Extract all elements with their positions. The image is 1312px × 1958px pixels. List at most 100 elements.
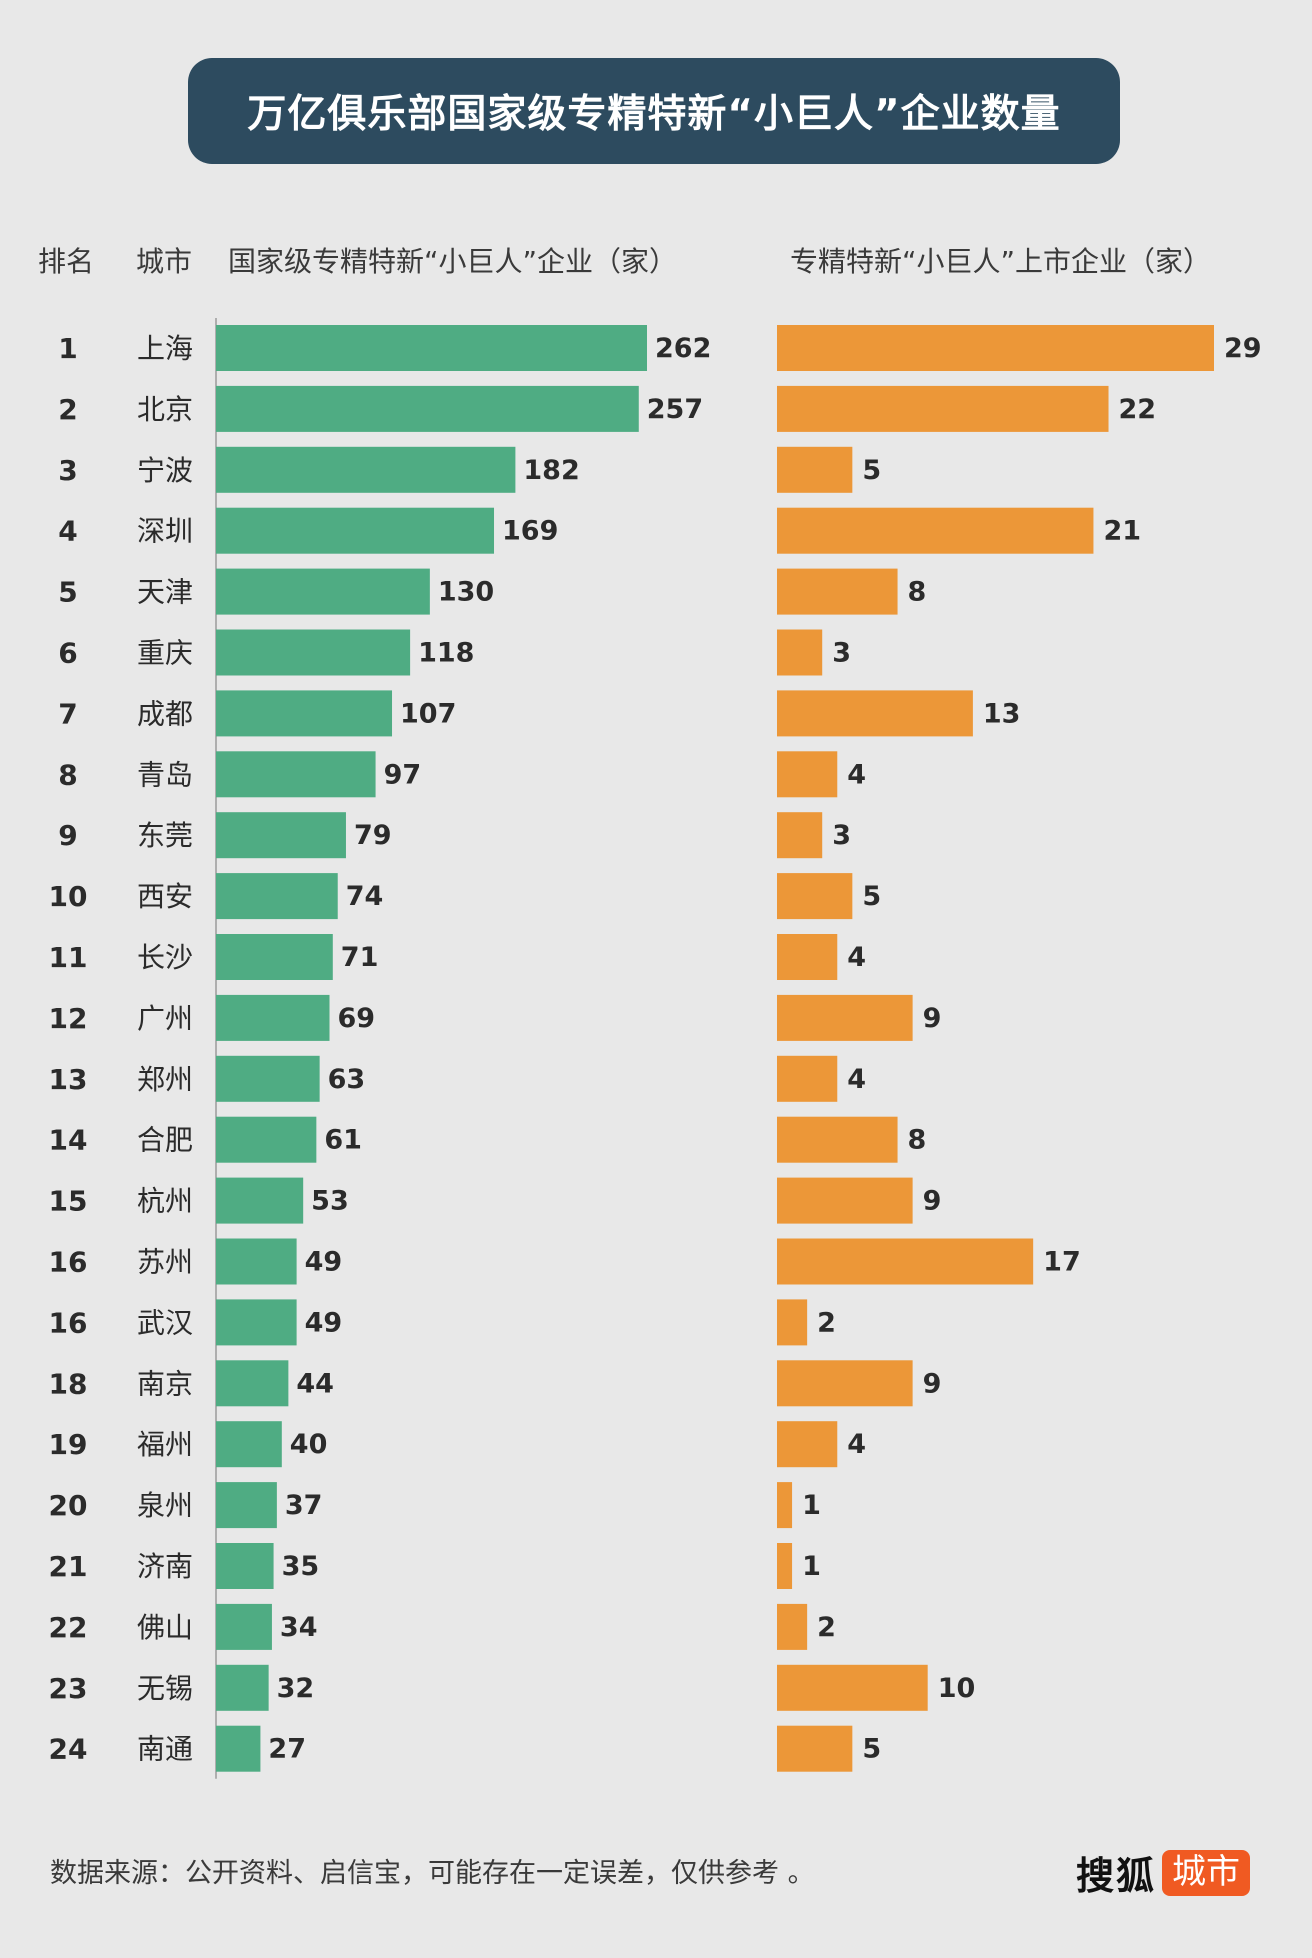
listed-value-label: 2 [817, 1612, 836, 1643]
rank-label: 19 [49, 1428, 88, 1461]
rank-label: 20 [49, 1489, 88, 1522]
listed-value-label: 4 [847, 942, 866, 973]
national-bar [216, 1360, 289, 1407]
listed-bar [777, 751, 838, 798]
national-bar [216, 1482, 277, 1529]
city-label: 西安 [137, 880, 193, 913]
national-bar [216, 1725, 261, 1772]
listed-bar [777, 1299, 808, 1346]
rank-label: 11 [49, 941, 88, 974]
brand-tag: 城市 [1162, 1849, 1251, 1896]
national-value-label: 79 [354, 820, 392, 851]
national-bar [216, 385, 639, 432]
listed-value-label: 8 [908, 577, 927, 608]
national-value-label: 97 [384, 759, 422, 790]
rank-label: 10 [49, 880, 88, 913]
national-value-label: 107 [400, 698, 456, 729]
listed-bar [777, 1543, 793, 1589]
header-city: 城市 [136, 245, 193, 278]
national-value-label: 53 [311, 1186, 349, 1217]
header-rank: 排名 [38, 245, 95, 278]
national-bar [216, 751, 376, 798]
rank-label: 9 [58, 819, 77, 852]
national-bar [216, 873, 338, 920]
rank-label: 23 [49, 1672, 88, 1705]
national-bar [216, 325, 647, 371]
national-bar [216, 1664, 269, 1711]
national-bar [216, 507, 495, 554]
rank-label: 1 [58, 332, 77, 365]
city-label: 福州 [137, 1428, 193, 1461]
listed-bar [777, 446, 853, 493]
listed-bar [777, 325, 1214, 371]
national-value-label: 262 [655, 333, 711, 364]
city-label: 泉州 [137, 1489, 193, 1522]
rank-label: 15 [49, 1185, 88, 1218]
listed-bar [777, 1360, 913, 1407]
listed-bar [777, 1664, 928, 1711]
rank-label: 6 [58, 637, 77, 670]
listed-value-label: 9 [923, 1186, 942, 1217]
national-value-label: 118 [418, 638, 474, 669]
listed-bar [777, 629, 823, 676]
national-value-label: 182 [523, 455, 579, 486]
rank-label: 13 [49, 1063, 88, 1096]
source-note: 数据来源：公开资料、启信宝，可能存在一定误差，仅供参考 。 [50, 1858, 815, 1889]
national-value-label: 40 [290, 1429, 328, 1460]
listed-value-label: 1 [802, 1490, 821, 1521]
header-national: 国家级专精特新“小巨人”企业（家） [228, 245, 678, 278]
national-value-label: 74 [346, 881, 384, 912]
rank-label: 7 [58, 697, 77, 730]
listed-bar [777, 1482, 793, 1529]
city-label: 苏州 [137, 1246, 193, 1279]
listed-bar [777, 994, 913, 1041]
listed-value-label: 10 [938, 1673, 976, 1704]
national-bar [216, 1299, 297, 1346]
listed-value-label: 4 [847, 759, 866, 790]
city-label: 成都 [137, 697, 193, 730]
national-value-label: 34 [280, 1612, 318, 1643]
city-label: 青岛 [137, 758, 193, 791]
city-label: 无锡 [137, 1672, 193, 1705]
listed-bar [777, 568, 898, 615]
chart-title: 万亿俱乐部国家级专精特新“小巨人”企业数量 [247, 92, 1061, 137]
rank-label: 16 [49, 1306, 88, 1339]
listed-bar [777, 934, 838, 980]
national-bar [216, 1543, 274, 1589]
city-label: 合肥 [137, 1124, 193, 1157]
listed-value-label: 22 [1119, 394, 1157, 425]
brand-name: 搜狐 [1076, 1854, 1157, 1898]
title-banner: 万亿俱乐部国家级专精特新“小巨人”企业数量 [188, 58, 1120, 164]
listed-value-label: 21 [1103, 516, 1141, 547]
listed-bar [777, 1421, 838, 1468]
national-value-label: 49 [305, 1247, 343, 1278]
city-label: 武汉 [137, 1306, 193, 1339]
national-bar [216, 934, 333, 980]
city-label: 东莞 [137, 819, 193, 852]
national-bar [216, 994, 330, 1041]
brand-logo: 搜狐 城市 [1076, 1845, 1251, 1900]
rank-label: 5 [58, 576, 77, 609]
listed-bar [777, 1238, 1034, 1285]
city-label: 郑州 [137, 1063, 193, 1096]
listed-value-label: 4 [847, 1429, 866, 1460]
rank-label: 4 [58, 515, 77, 548]
listed-bar [777, 1055, 838, 1102]
listed-value-label: 3 [832, 820, 851, 851]
city-label: 广州 [137, 1002, 193, 1035]
national-bar [216, 446, 516, 493]
city-label: 南通 [137, 1733, 193, 1766]
listed-value-label: 5 [862, 881, 881, 912]
listed-bar [777, 1177, 913, 1224]
city-label: 杭州 [137, 1185, 193, 1218]
rank-label: 24 [49, 1733, 88, 1766]
rank-label: 2 [58, 393, 77, 426]
city-label: 深圳 [137, 515, 193, 548]
city-label: 宁波 [137, 454, 193, 487]
listed-bar [777, 1116, 898, 1163]
city-label: 南京 [137, 1367, 193, 1400]
listed-value-label: 9 [923, 1368, 942, 1399]
listed-bar [777, 873, 853, 920]
national-bar [216, 812, 346, 859]
national-bar [216, 568, 430, 615]
